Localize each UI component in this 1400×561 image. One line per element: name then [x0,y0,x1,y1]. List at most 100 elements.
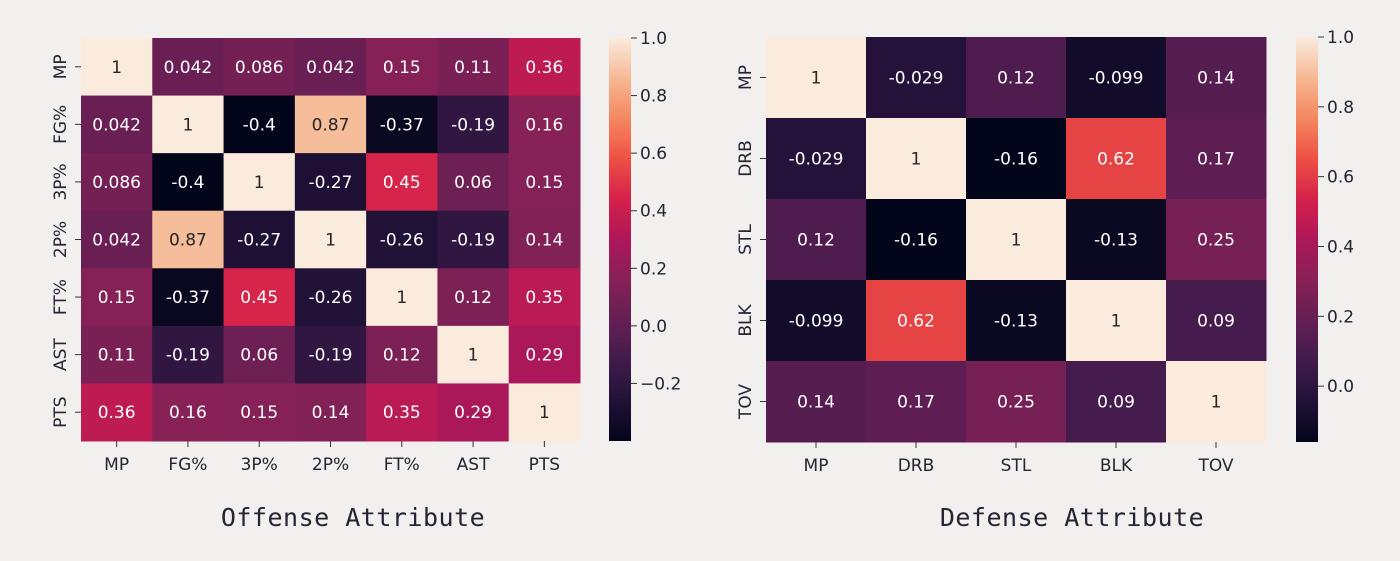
offense-cell-label: 0.086 [92,173,141,193]
defense-x-tick-label: BLK [1100,456,1133,476]
offense-cell-label: 0.45 [240,288,278,308]
offense-cell [508,325,581,384]
defense-cell-label: 0.17 [897,393,935,413]
offense-cell [223,383,296,442]
offense-colorbar-tick-label: 0.8 [640,87,667,107]
defense-cell-label: 0.09 [1097,393,1135,413]
defense-cell-label: -0.099 [1089,69,1144,89]
defense-cell [966,199,1067,281]
defense-cell [766,118,867,200]
offense-x-tick-label: FG% [168,455,207,475]
offense-colorbar [609,38,631,441]
defense-colorbar-tick-label: 0.4 [1327,237,1354,257]
defense-cell-label: 0.62 [897,312,935,332]
defense-cell [1066,361,1167,443]
offense-cell-label: 1 [325,231,336,251]
offense-cell [223,95,296,154]
offense-y-tick-label: AST [51,338,71,371]
offense-cell-label: -0.19 [451,231,495,251]
offense-cell [223,325,296,384]
offense-cell [366,325,438,384]
offense-y-tick-label: PTS [51,396,71,427]
offense-cell [294,325,367,384]
defense-colorbar-tick-label: 1.0 [1327,28,1354,48]
defense-x-tick-label: DRB [898,456,935,476]
offense-cell-label: 1 [254,173,265,193]
offense-x-tick-label: AST [457,455,490,475]
defense-cell-label: -0.029 [889,69,944,89]
offense-cell-label: 0.15 [240,403,278,423]
defense-cell-label: -0.16 [994,150,1038,170]
defense-cell [866,37,967,119]
offense-cell [294,95,367,154]
defense-cell [1166,361,1267,443]
offense-cell-label: 0.086 [235,58,284,78]
defense-cell-label: -0.13 [994,312,1038,332]
offense-cell [152,153,225,212]
defense-cell-label: 1 [811,69,822,89]
defense-colorbar-tick-label: 0.2 [1327,307,1354,327]
offense-cell-label: 0.29 [525,346,563,366]
offense-cell [152,268,225,327]
defense-cell [1166,37,1267,119]
defense-cell-label: 0.25 [1197,231,1235,251]
offense-cell-label: 0.12 [383,346,421,366]
offense-cell [508,268,581,327]
offense-cell [508,95,581,154]
offense-colorbar-tick-label: 0.0 [640,317,667,337]
offense-cell [152,38,225,97]
defense-y-tick-label: TOV [736,384,756,420]
offense-cell-label: -0.26 [380,231,424,251]
offense-colorbar-tick-label: −0.2 [640,374,681,394]
offense-cell-label: 0.16 [169,403,207,423]
offense-cell [152,210,225,269]
offense-cell [294,38,367,97]
defense-cell [1166,199,1267,281]
offense-cell-label: 0.35 [383,403,421,423]
offense-cell-label: 1 [468,346,479,366]
offense-cell-label: 0.14 [525,231,563,251]
offense-cell-label: 0.15 [525,173,563,193]
offense-y-tick-label: FT% [51,279,71,315]
offense-cell [366,268,438,327]
defense-cell-label: 0.14 [1197,69,1235,89]
offense-cell-label: 0.15 [98,288,136,308]
offense-cell [223,210,296,269]
offense-cell [81,383,153,442]
defense-cell-label: 0.17 [1197,150,1235,170]
offense-cell-label: 1 [111,58,122,78]
offense-cell-label: -0.37 [166,288,210,308]
defense-caption: Defense Attribute [939,503,1205,532]
offense-cell [294,153,367,212]
defense-y-tick-label: DRB [736,140,756,177]
offense-cell-label: 0.11 [454,58,492,78]
defense-cell [866,361,967,443]
defense-cell [766,361,867,443]
offense-cell-label: 0.042 [92,115,141,135]
defense-cell-label: 1 [1111,312,1122,332]
offense-cell [366,38,438,97]
offense-cell-label: 0.35 [525,288,563,308]
offense-cell-label: 0.87 [169,231,207,251]
offense-cell [508,383,581,442]
offense-cell-label: -0.27 [237,231,281,251]
offense-cell-label: 0.11 [98,346,136,366]
offense-cell-label: 0.15 [383,58,421,78]
defense-cell-label: 1 [1011,231,1022,251]
defense-cell-label: 0.12 [997,69,1035,89]
defense-cell [966,37,1067,119]
offense-cell [294,268,367,327]
offense-cell-label: -0.4 [243,115,276,135]
offense-cell [152,95,225,154]
defense-colorbar-tick-label: 0.6 [1327,168,1354,188]
offense-cell-label: 0.45 [383,173,421,193]
offense-x-tick-label: 2P% [312,455,349,475]
offense-cell [366,383,438,442]
offense-cell [366,210,438,269]
offense-cell-label: 0.06 [454,173,492,193]
defense-cell [766,199,867,281]
offense-cell [294,210,367,269]
offense-colorbar-tick-label: 0.4 [640,202,667,222]
offense-cell [508,38,581,97]
